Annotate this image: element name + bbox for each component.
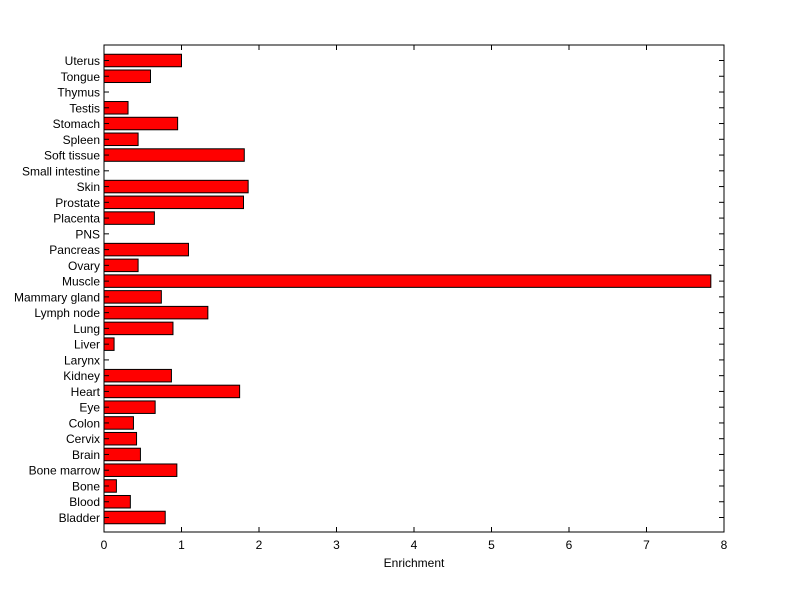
y-tick-label: Muscle <box>62 275 100 289</box>
y-tick-label: Kidney <box>63 369 100 383</box>
bar-skin <box>103 179 249 194</box>
bar-ovary <box>103 258 139 273</box>
bar-lymph-node <box>103 305 209 320</box>
y-tick-label: Bone marrow <box>29 464 101 478</box>
y-tick-label: PNS <box>75 227 100 241</box>
y-tick-label: Soft tissue <box>44 149 100 163</box>
bar-placenta <box>103 211 155 225</box>
bar-eye <box>103 400 156 414</box>
y-tick-label: Small intestine <box>22 164 100 178</box>
x-tick-label: 3 <box>333 538 340 552</box>
y-tick-label: Ovary <box>68 259 100 273</box>
y-tick-label: Lung <box>73 322 100 336</box>
bar-heart <box>103 384 241 399</box>
y-tick-label: Heart <box>71 385 101 399</box>
y-tick-label: Uterus <box>65 54 100 68</box>
x-tick-label: 4 <box>411 538 418 552</box>
y-tick-label: Eye <box>79 401 100 415</box>
bar-kidney <box>103 368 172 383</box>
plot-area <box>103 44 725 533</box>
bar-stomach <box>103 116 179 131</box>
bar-lung <box>103 321 174 336</box>
x-axis-label: Enrichment <box>384 556 445 570</box>
bar-muscle <box>103 274 712 288</box>
bar-prostate <box>103 195 244 210</box>
bar-bladder <box>103 510 166 525</box>
y-tick-label: Mammary gland <box>14 290 100 304</box>
y-tick-label: Tongue <box>61 70 101 84</box>
x-tick-label: 1 <box>178 538 185 552</box>
bar-uterus <box>103 53 182 68</box>
y-tick-label: Skin <box>77 180 100 194</box>
bar-spleen <box>103 132 139 147</box>
x-tick-label: 5 <box>488 538 495 552</box>
y-tick-label: Bladder <box>59 511 100 525</box>
y-tick-label: Larynx <box>64 353 100 367</box>
bar-pancreas <box>103 242 189 257</box>
x-tick-label: 0 <box>101 538 108 552</box>
bar-brain <box>103 447 141 462</box>
y-tick-label: Placenta <box>53 212 100 226</box>
y-tick-label: Brain <box>72 448 100 462</box>
x-tick-label: 2 <box>256 538 263 552</box>
y-tick-label: Colon <box>69 416 100 430</box>
x-tick-label: 8 <box>721 538 728 552</box>
y-tick-label: Stomach <box>53 117 100 131</box>
y-tick-label: Thymus <box>57 86 100 100</box>
bar-soft-tissue <box>103 148 245 162</box>
y-tick-label: Testis <box>69 101 100 115</box>
bar-mammary-gland <box>103 290 162 304</box>
y-tick-label: Liver <box>74 338 100 352</box>
y-tick-label: Spleen <box>63 133 100 147</box>
y-tick-label: Prostate <box>55 196 100 210</box>
y-tick-label: Lymph node <box>34 306 100 320</box>
bar-bone-marrow <box>103 463 178 477</box>
x-tick-label: 6 <box>566 538 573 552</box>
y-tick-label: Bone <box>72 479 100 493</box>
bar-tongue <box>103 69 151 84</box>
x-tick-label: 7 <box>643 538 650 552</box>
y-tick-label: Cervix <box>66 432 100 446</box>
y-tick-label: Blood <box>69 495 100 509</box>
y-tick-label: Pancreas <box>49 243 100 257</box>
